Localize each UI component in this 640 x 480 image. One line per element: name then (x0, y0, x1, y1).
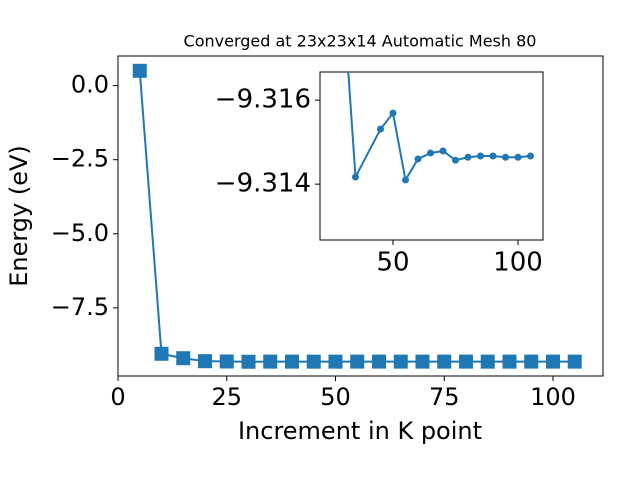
marker (306, 354, 321, 369)
marker (263, 354, 278, 369)
marker (458, 354, 473, 369)
marker (350, 354, 365, 369)
x-tick-label: 0 (110, 383, 125, 411)
marker (371, 354, 386, 369)
marker (352, 173, 359, 181)
marker (489, 152, 497, 160)
x-tick-label: 50 (320, 383, 351, 411)
marker (154, 346, 169, 361)
marker (393, 354, 408, 369)
y-tick-label: −2.5 (51, 145, 109, 173)
marker (567, 354, 582, 369)
marker (402, 176, 409, 184)
x-tick-label: 75 (429, 383, 460, 411)
marker (176, 351, 191, 366)
y-tick-label: −7.5 (51, 293, 109, 321)
marker (439, 147, 447, 155)
y-tick-label: −9.316 (215, 85, 311, 115)
y-tick-label: −9.314 (215, 169, 311, 199)
marker (197, 354, 212, 369)
marker (464, 153, 472, 161)
marker (527, 152, 534, 160)
y-tick-label: 0.0 (71, 71, 109, 99)
marker (389, 109, 397, 117)
y-tick-label: −5.0 (51, 219, 109, 247)
x-tick-label: 100 (530, 383, 576, 411)
marker (132, 63, 147, 78)
marker (284, 354, 299, 369)
marker (328, 354, 343, 369)
y-axis-label: Energy (eV) (5, 145, 33, 287)
marker (502, 354, 517, 369)
chart-title: Converged at 23x23x14 Automatic Mesh 80 (184, 32, 537, 51)
x-tick-label: 25 (211, 383, 242, 411)
marker (514, 153, 522, 161)
marker (427, 149, 434, 157)
marker (437, 354, 452, 369)
marker (524, 354, 539, 369)
marker (545, 354, 560, 369)
marker (377, 125, 384, 133)
marker (241, 354, 256, 369)
x-tick-label: 100 (493, 248, 543, 278)
x-axis-label: Increment in K point (238, 417, 482, 445)
marker (415, 354, 430, 369)
x-tick-label: 50 (376, 248, 409, 278)
marker (219, 354, 234, 369)
marker (502, 153, 509, 161)
marker (480, 354, 495, 369)
marker (477, 152, 484, 160)
marker (414, 155, 422, 163)
marker (452, 156, 459, 164)
